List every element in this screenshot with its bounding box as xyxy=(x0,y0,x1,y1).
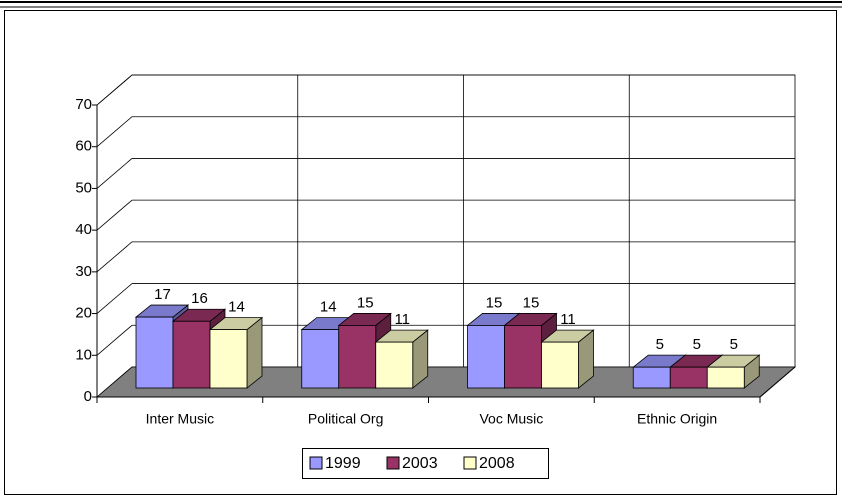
legend-box xyxy=(302,448,549,479)
data-label: 15 xyxy=(486,294,503,311)
data-label: 5 xyxy=(656,336,664,353)
bar xyxy=(209,329,248,389)
bar xyxy=(301,329,340,389)
bar xyxy=(467,325,505,389)
grid-line xyxy=(96,324,133,356)
data-label: 15 xyxy=(357,294,374,311)
y-tick-label: 60 xyxy=(75,138,92,155)
legend-swatch xyxy=(463,456,477,470)
bar xyxy=(504,325,542,389)
y-tick-label: 10 xyxy=(75,346,92,363)
legend-label: 2003 xyxy=(402,455,438,472)
data-label: 5 xyxy=(693,336,701,353)
grid-line xyxy=(96,199,133,231)
bar xyxy=(632,366,671,389)
data-label: 17 xyxy=(154,286,171,303)
grid-line xyxy=(96,74,133,106)
y-tick-label: 40 xyxy=(75,221,92,238)
y-tick-label: 70 xyxy=(75,96,92,113)
bar xyxy=(338,325,377,389)
grid-line xyxy=(96,116,133,148)
data-label: 16 xyxy=(191,290,208,307)
bar xyxy=(375,341,414,389)
x-tick-label: Political Org xyxy=(308,411,383,427)
legend-swatch xyxy=(309,456,323,470)
data-label: 5 xyxy=(730,336,738,353)
y-tick-label: 0 xyxy=(84,388,92,405)
x-tick-label: Inter Music xyxy=(146,411,214,427)
x-tick-label: Ethnic Origin xyxy=(637,411,717,427)
x-tick-label: Voc Music xyxy=(479,411,543,427)
legend-label: 1999 xyxy=(325,455,361,472)
grid-line xyxy=(96,241,133,273)
data-label: 11 xyxy=(560,311,576,328)
bar xyxy=(172,320,211,389)
data-label: 14 xyxy=(228,299,245,316)
data-label: 11 xyxy=(394,311,410,328)
y-tick-label: 30 xyxy=(75,263,92,280)
y-tick-label: 20 xyxy=(75,305,92,322)
bar xyxy=(669,366,708,389)
chart-border xyxy=(4,10,837,495)
grid-line xyxy=(96,158,133,189)
legend-swatch xyxy=(386,456,400,470)
bar xyxy=(541,341,579,389)
bar xyxy=(135,316,174,389)
x-axis xyxy=(759,366,796,398)
data-label: 14 xyxy=(320,299,337,316)
data-label: 15 xyxy=(523,294,540,311)
grid-line xyxy=(96,283,133,314)
bar xyxy=(706,366,745,389)
y-tick-label: 50 xyxy=(75,179,92,196)
legend-label: 2008 xyxy=(479,455,515,472)
